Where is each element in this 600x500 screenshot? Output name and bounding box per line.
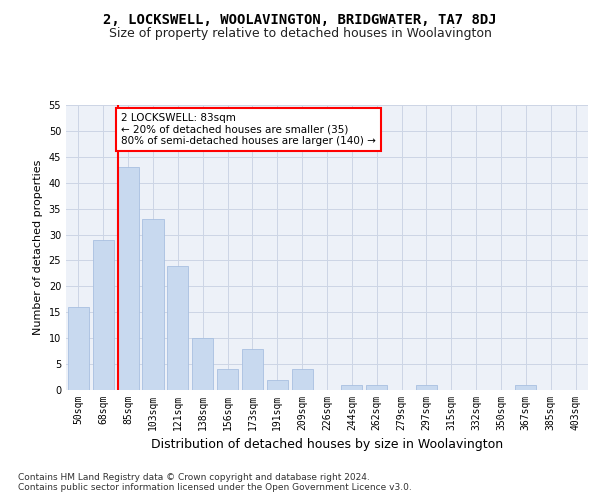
X-axis label: Distribution of detached houses by size in Woolavington: Distribution of detached houses by size … (151, 438, 503, 452)
Bar (68, 307, 89, 390)
Y-axis label: Number of detached properties: Number of detached properties (33, 160, 43, 335)
Bar (267, 380, 288, 390)
Text: 2 LOCKSWELL: 83sqm
← 20% of detached houses are smaller (35)
80% of semi-detache: 2 LOCKSWELL: 83sqm ← 20% of detached hou… (121, 113, 376, 146)
Text: Contains public sector information licensed under the Open Government Licence v3: Contains public sector information licen… (18, 482, 412, 492)
Bar (242, 348, 263, 390)
Text: 2, LOCKSWELL, WOOLAVINGTON, BRIDGWATER, TA7 8DJ: 2, LOCKSWELL, WOOLAVINGTON, BRIDGWATER, … (103, 12, 497, 26)
Bar (118, 167, 139, 390)
Bar (416, 385, 437, 390)
Bar (292, 370, 313, 390)
Text: Contains HM Land Registry data © Crown copyright and database right 2024.: Contains HM Land Registry data © Crown c… (18, 472, 370, 482)
Bar (93, 240, 114, 390)
Bar (192, 338, 213, 390)
Bar (217, 370, 238, 390)
Bar (341, 385, 362, 390)
Bar (515, 385, 536, 390)
Bar (142, 219, 164, 390)
Bar (167, 266, 188, 390)
Bar (366, 385, 387, 390)
Text: Size of property relative to detached houses in Woolavington: Size of property relative to detached ho… (109, 28, 491, 40)
